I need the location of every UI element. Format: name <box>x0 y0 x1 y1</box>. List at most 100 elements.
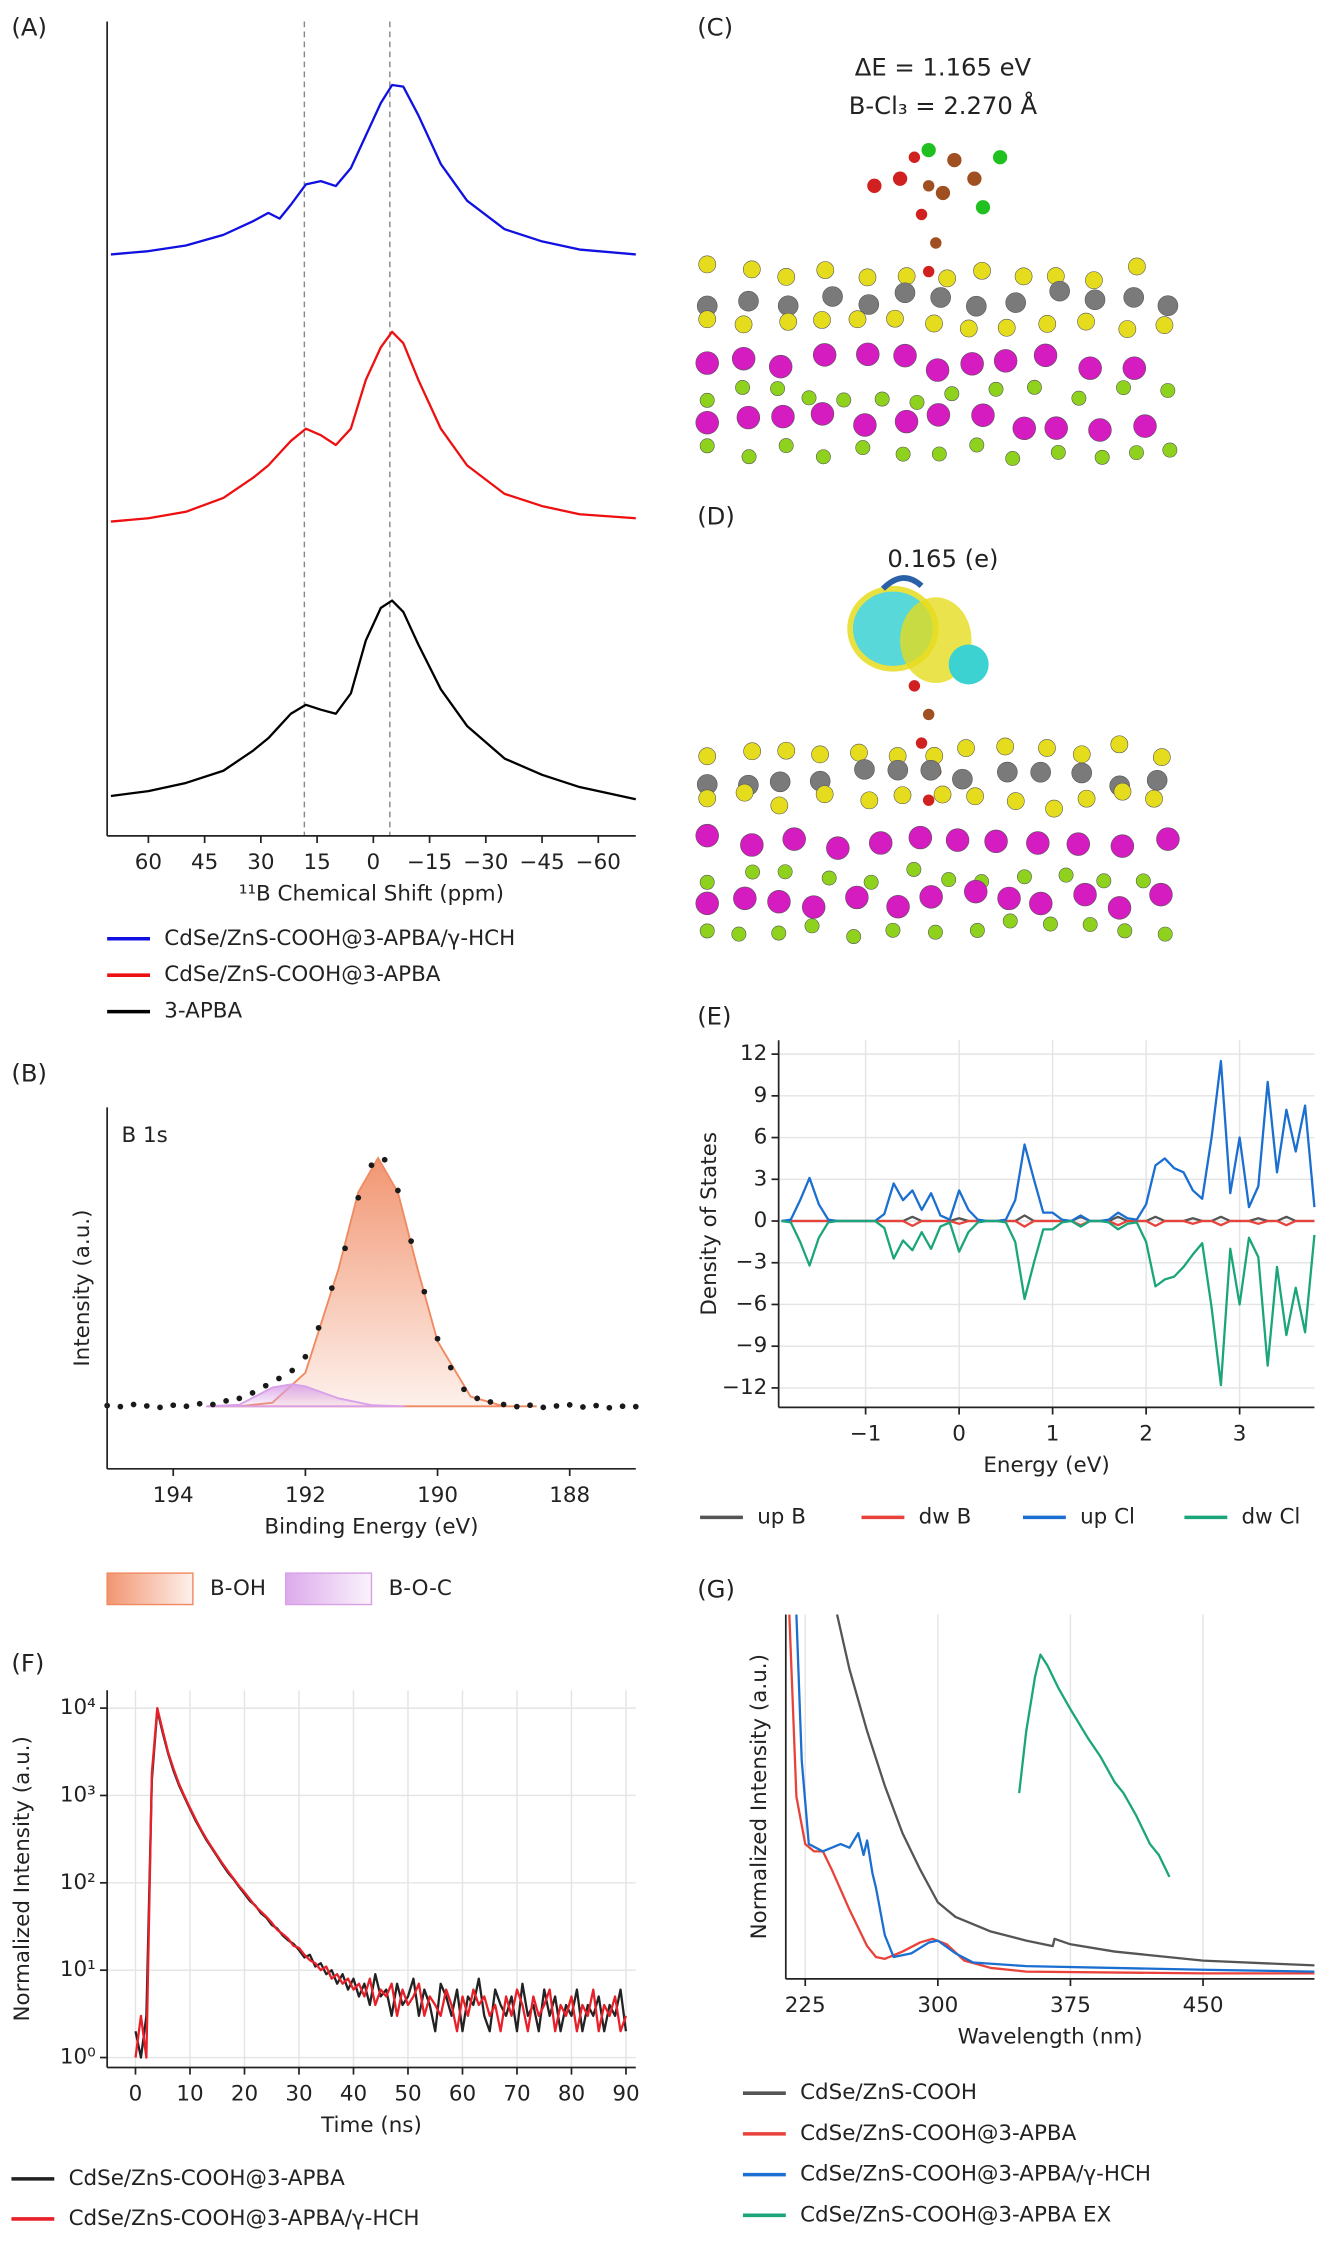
data-point <box>262 1382 269 1389</box>
atom <box>1133 414 1157 438</box>
x-tick-label: 30 <box>285 2082 312 2107</box>
atom <box>894 282 916 304</box>
atom <box>892 171 908 186</box>
line <box>795 1614 1315 1973</box>
x-tick-label: −45 <box>519 850 564 875</box>
annotation: B-Cl₃ = 2.270 Å <box>849 91 1038 120</box>
atom <box>1006 792 1025 810</box>
legend-label: CdSe/ZnS-COOH@3-APBA <box>164 962 440 987</box>
atom <box>897 267 916 286</box>
atom <box>1014 267 1033 286</box>
atom <box>863 874 879 890</box>
data-point <box>315 1324 322 1331</box>
atom <box>1157 926 1173 942</box>
legend-label: up Cl <box>1080 1504 1135 1529</box>
data-point <box>368 1162 375 1169</box>
annotation: B 1s <box>121 1123 167 1148</box>
annotation: ΔE = 1.165 eV <box>855 53 1032 82</box>
y-tick-label: 12 <box>740 1041 767 1066</box>
atom <box>1128 257 1146 276</box>
atom <box>736 405 761 430</box>
y-axis-title: Density of States <box>697 1132 722 1316</box>
data-point <box>117 1403 124 1410</box>
atom <box>1088 418 1112 442</box>
atom <box>742 260 761 279</box>
atom <box>768 354 793 379</box>
x-tick-label: 188 <box>549 1483 590 1508</box>
atom <box>997 761 1018 783</box>
data-point <box>513 1403 520 1410</box>
y-tick-label: −9 <box>736 1333 768 1358</box>
atom <box>695 891 719 916</box>
atom <box>845 885 869 910</box>
atom <box>1094 449 1110 465</box>
line <box>788 1614 1315 1975</box>
data-point <box>408 1238 414 1244</box>
atom <box>997 886 1021 911</box>
atom <box>1026 831 1050 855</box>
atom <box>698 255 717 274</box>
legend-label: CdSe/ZnS-COOH@3-APBA EX <box>800 2202 1111 2227</box>
data-point <box>461 1386 467 1393</box>
x-tick-label: 70 <box>503 2082 530 2107</box>
atom <box>925 358 950 382</box>
data-point <box>434 1335 441 1342</box>
atom <box>769 771 791 793</box>
atom <box>922 708 935 721</box>
atom <box>1084 289 1106 311</box>
data-point <box>130 1401 137 1408</box>
line <box>781 1059 1316 1223</box>
atom <box>1082 917 1098 932</box>
x-tick-label: 194 <box>153 1483 194 1508</box>
atom <box>1122 356 1147 380</box>
atom <box>1123 287 1145 308</box>
atom <box>966 295 987 317</box>
y-tick-label: −6 <box>736 1291 768 1316</box>
data-point <box>183 1403 190 1410</box>
atom <box>969 923 985 938</box>
atom <box>1116 380 1131 396</box>
atom <box>1157 295 1179 316</box>
legend-label: CdSe/ZnS-COOH@3-APBA/γ-HCH <box>164 926 515 951</box>
x-tick-label: 300 <box>917 1993 958 2018</box>
data-point <box>606 1404 613 1411</box>
atom <box>1145 789 1163 808</box>
y-tick-label: 10⁰ <box>60 2045 96 2070</box>
line <box>781 1219 1316 1387</box>
atom <box>734 315 753 334</box>
data-point <box>580 1404 586 1410</box>
atom <box>1043 916 1058 932</box>
atom <box>699 392 715 408</box>
atom <box>988 381 1004 397</box>
data-point <box>236 1395 243 1402</box>
atom <box>922 180 935 192</box>
atom <box>886 309 904 328</box>
legend-label: dw B <box>919 1504 972 1529</box>
data-point <box>487 1399 494 1405</box>
atom <box>741 449 757 465</box>
line <box>1018 1653 1171 1878</box>
atom <box>921 142 936 158</box>
atom <box>698 789 717 808</box>
atom <box>997 318 1016 337</box>
atom <box>993 349 1018 373</box>
y-tick-label: −3 <box>736 1250 768 1275</box>
atom <box>920 759 942 781</box>
atom <box>967 171 982 186</box>
atom <box>885 922 901 938</box>
atom <box>1066 832 1091 856</box>
atom <box>816 261 835 279</box>
atom <box>699 438 715 454</box>
atom <box>947 152 962 168</box>
legend-label: CdSe/ZnS-COOH@3-APBA <box>69 2166 345 2191</box>
area <box>206 1156 537 1408</box>
atom <box>731 926 747 942</box>
data-point <box>355 1194 362 1201</box>
x-tick-label: 0 <box>367 850 381 875</box>
atom <box>938 269 957 288</box>
atom <box>850 743 868 762</box>
data-point <box>632 1403 639 1410</box>
atom <box>695 823 719 848</box>
x-tick-label: 60 <box>449 2082 476 2107</box>
atom <box>815 785 834 804</box>
